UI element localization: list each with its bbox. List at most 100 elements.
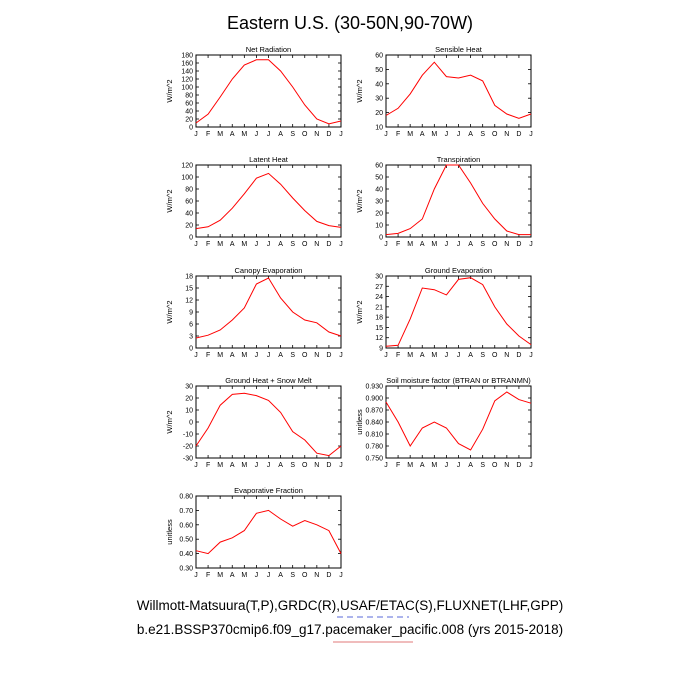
x-tick-label: J [194, 462, 198, 469]
x-tick-label: J [339, 241, 343, 248]
x-tick-label: J [457, 241, 461, 248]
y-tick-label: 18 [185, 274, 193, 281]
y-tick-label: 40 [185, 211, 193, 218]
x-tick-label: M [241, 352, 247, 359]
y-tick-label: 40 [375, 187, 383, 194]
y-tick-label: 0.810 [365, 432, 383, 439]
plot-frame [385, 54, 532, 128]
x-tick-label: J [267, 241, 271, 248]
y-tick-label: 50 [375, 175, 383, 182]
y-tick-label: 100 [181, 85, 193, 92]
y-tick-label: 0.930 [365, 384, 383, 391]
x-tick-label: D [516, 131, 521, 138]
x-tick-label: S [290, 462, 295, 469]
x-tick-label: J [384, 352, 388, 359]
y-tick-label: 0.50 [179, 537, 193, 544]
panel-title: Soil moisture factor (BTRAN or BTRANMN) [386, 376, 531, 385]
panel-title: Latent Heat [249, 155, 289, 164]
y-tick-label: 20 [185, 396, 193, 403]
x-tick-label: N [314, 131, 319, 138]
y-tick-label: 60 [185, 199, 193, 206]
x-tick-label: A [278, 462, 283, 469]
x-tick-label: N [314, 462, 319, 469]
plot-frame [385, 385, 532, 459]
x-tick-label: J [529, 241, 533, 248]
x-tick-label: O [302, 131, 308, 138]
plot-frame [385, 275, 532, 349]
y-axis-label: W/m^2 [355, 79, 364, 102]
x-tick-label: O [302, 572, 308, 579]
x-tick-label: F [396, 352, 400, 359]
x-tick-label: M [217, 572, 223, 579]
x-tick-label: N [314, 352, 319, 359]
x-tick-label: A [230, 352, 235, 359]
panel-title: Sensible Heat [435, 45, 483, 54]
x-tick-label: J [255, 241, 259, 248]
y-tick-label: 30 [375, 274, 383, 281]
y-tick-label: 80 [185, 93, 193, 100]
y-tick-label: 60 [185, 101, 193, 108]
panel-title: Canopy Evaporation [235, 266, 303, 275]
x-tick-label: M [407, 241, 413, 248]
y-tick-label: 0.870 [365, 408, 383, 415]
x-tick-label: J [384, 462, 388, 469]
y-axis-label: W/m^2 [355, 300, 364, 323]
x-tick-label: M [241, 241, 247, 248]
y-tick-label: 0.750 [365, 456, 383, 463]
series-line [385, 391, 532, 451]
x-tick-label: F [396, 131, 400, 138]
x-tick-label: A [278, 131, 283, 138]
y-tick-label: 0 [189, 125, 193, 132]
y-tick-label: 0 [189, 346, 193, 353]
series-line [385, 61, 532, 119]
x-tick-label: J [255, 352, 259, 359]
series-line [385, 277, 532, 347]
y-tick-label: 12 [375, 335, 383, 342]
y-tick-label: 0.40 [179, 551, 193, 558]
x-tick-label: A [468, 131, 473, 138]
x-tick-label: A [420, 131, 425, 138]
x-tick-label: A [468, 241, 473, 248]
x-tick-label: N [504, 352, 509, 359]
x-tick-label: D [516, 241, 521, 248]
y-tick-label: -10 [183, 432, 193, 439]
x-tick-label: O [492, 131, 498, 138]
y-tick-label: 9 [379, 346, 383, 353]
x-tick-label: J [194, 131, 198, 138]
x-tick-label: J [339, 462, 343, 469]
y-tick-label: 30 [185, 384, 193, 391]
x-tick-label: M [431, 462, 437, 469]
y-tick-label: 20 [185, 117, 193, 124]
y-tick-label: 0.840 [365, 420, 383, 427]
x-tick-label: J [255, 131, 259, 138]
x-tick-label: M [431, 352, 437, 359]
series-line [195, 509, 342, 555]
y-tick-label: 6 [189, 322, 193, 329]
x-tick-label: A [230, 241, 235, 248]
y-axis-label: W/m^2 [355, 189, 364, 212]
y-axis-label: W/m^2 [165, 410, 174, 433]
x-tick-label: J [457, 131, 461, 138]
y-tick-label: 120 [181, 163, 193, 170]
x-tick-label: J [267, 352, 271, 359]
x-tick-label: J [457, 352, 461, 359]
x-tick-label: D [516, 462, 521, 469]
figure-title: Eastern U.S. (30-50N,90-70W) [227, 13, 473, 33]
x-tick-label: A [420, 241, 425, 248]
x-tick-label: D [326, 572, 331, 579]
x-tick-label: M [241, 572, 247, 579]
y-tick-label: 180 [181, 53, 193, 60]
x-tick-label: M [241, 131, 247, 138]
x-tick-label: N [504, 131, 509, 138]
footer-line1: Willmott-Matsuura(T,P),GRDC(R),USAF/ETAC… [137, 598, 564, 613]
y-tick-label: 0 [189, 235, 193, 242]
footer-line2: b.e21.BSSP370cmip6.f09_g17.pacemaker_pac… [137, 622, 563, 637]
y-tick-label: 30 [375, 199, 383, 206]
x-tick-label: M [407, 131, 413, 138]
y-tick-label: 160 [181, 61, 193, 68]
x-tick-label: M [241, 462, 247, 469]
x-tick-label: A [230, 572, 235, 579]
